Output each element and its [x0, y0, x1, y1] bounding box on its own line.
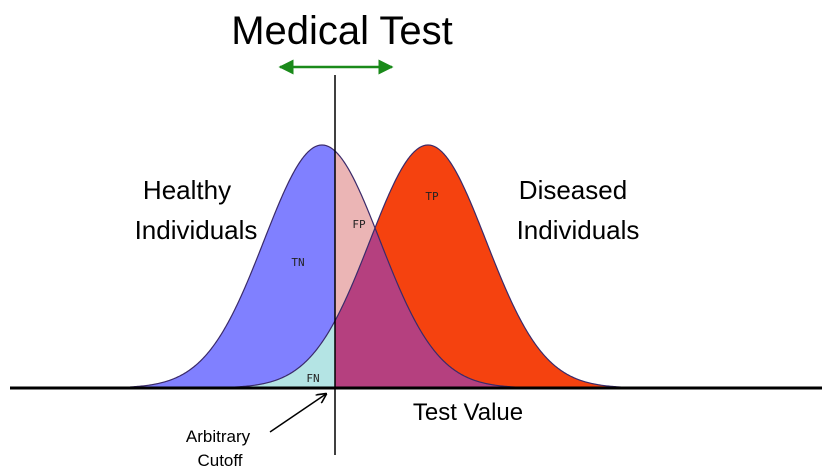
cutoff-label: Cutoff: [197, 451, 242, 470]
group-label: Healthy: [143, 175, 231, 205]
cutoff-label: Arbitrary: [186, 427, 251, 446]
region-label: TP: [425, 190, 439, 203]
region-label: TN: [291, 256, 304, 269]
region-label: FN: [306, 372, 319, 385]
diseased-curve: [200, 144, 641, 389]
group-label: Individuals: [517, 215, 640, 245]
overlap-area: [335, 227, 600, 388]
region-label: FP: [352, 218, 366, 231]
group-label: Diseased: [519, 175, 627, 205]
group-label: Individuals: [135, 215, 258, 245]
axis-label: Test Value: [413, 399, 523, 426]
cutoff-arrow: [269, 394, 326, 433]
distribution-areas: [129, 144, 641, 389]
tn-area: [130, 145, 335, 388]
fn-area: [200, 320, 335, 388]
title: Medical Test: [231, 9, 453, 53]
